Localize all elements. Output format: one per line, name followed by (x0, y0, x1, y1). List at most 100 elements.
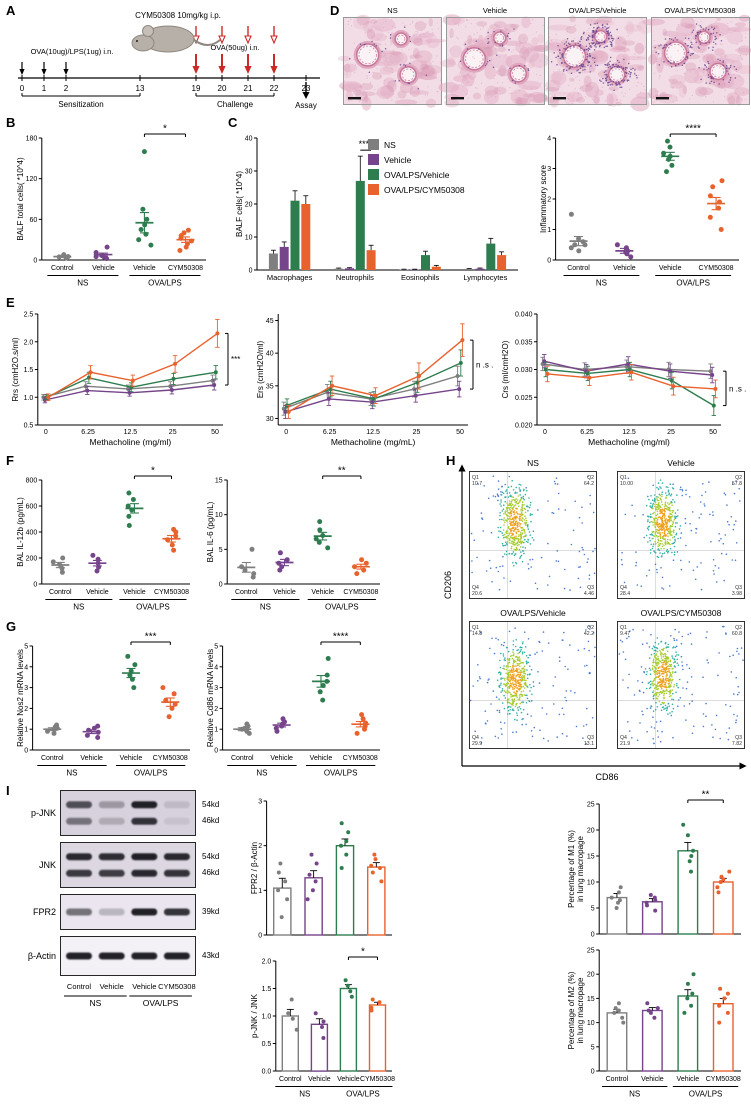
blot-family-line (129, 995, 192, 997)
svg-text:Inflammatory score: Inflammatory score (539, 164, 548, 233)
cd206-axis-label: CD206 (443, 571, 453, 600)
mouse-icon (131, 25, 221, 53)
svg-text:OVA/LPS: OVA/LPS (689, 1090, 723, 1099)
svg-text:9.47: 9.47 (620, 631, 630, 637)
svg-text:15: 15 (215, 478, 223, 485)
panel-b-label: B (6, 115, 16, 130)
svg-text:57.8: 57.8 (732, 481, 742, 487)
svg-text:50: 50 (709, 429, 717, 436)
flow-plot-title: Vehicle (667, 458, 695, 468)
svg-text:Q2: Q2 (587, 625, 594, 631)
svg-text:2: 2 (24, 706, 28, 713)
flow-plot: Q1 10.7 Q2 64.2 Q3 4.46 Q4 20.6 (469, 471, 597, 599)
svg-text:7.82: 7.82 (732, 741, 742, 747)
svg-text:OVA/LPS: OVA/LPS (134, 769, 168, 778)
svg-text:Percentage of M1 (%): Percentage of M1 (%) (567, 830, 576, 908)
svg-text:45: 45 (266, 318, 274, 325)
svg-text:CYM50308: CYM50308 (699, 265, 734, 272)
svg-text:NS: NS (260, 603, 271, 612)
svg-text:BALF cells( *10^4): BALF cells( *10^4) (235, 171, 244, 237)
svg-text:0.5: 0.5 (24, 423, 34, 430)
svg-text:1: 1 (42, 84, 47, 93)
svg-text:OVA/LPS: OVA/LPS (676, 279, 710, 288)
svg-text:***: *** (145, 632, 157, 643)
svg-text:6.25: 6.25 (81, 429, 95, 436)
blot-kd-label: 39kd (202, 907, 220, 916)
svg-text:Q1: Q1 (620, 625, 627, 631)
panel-c-label: C (228, 115, 238, 130)
flow-axes (458, 464, 747, 770)
svg-text:***: *** (231, 355, 240, 364)
svg-text:3: 3 (547, 166, 551, 173)
svg-text:OVA/LPS: OVA/LPS (346, 1090, 380, 1099)
svg-text:Percentage of M2 (%): Percentage of M2 (%) (567, 971, 576, 1049)
svg-text:OVA(50ug) i.n.: OVA(50ug) i.n. (210, 43, 259, 52)
histology-image (337, 14, 447, 111)
svg-text:Sensitization: Sensitization (58, 100, 103, 109)
svg-text:60.8: 60.8 (732, 631, 742, 637)
svg-text:14.8: 14.8 (472, 631, 482, 637)
svg-text:****: **** (685, 124, 701, 135)
svg-text:Methacholine (mg/mL): Methacholine (mg/mL) (331, 437, 416, 447)
inflammatory-score-chart: 0 1 2 3 4 Inflammatory score **** Control Vehicl… (535, 122, 745, 294)
svg-text:Control: Control (279, 1076, 302, 1083)
svg-text:10: 10 (245, 235, 253, 242)
svg-text:22: 22 (270, 84, 279, 93)
svg-text:NS: NS (73, 603, 84, 612)
svg-text:0.0: 0.0 (262, 1069, 272, 1076)
svg-text:0.035: 0.035 (515, 339, 533, 346)
legend-label: NS (384, 139, 396, 150)
svg-text:28.4: 28.4 (620, 591, 630, 597)
svg-text:0.030: 0.030 (515, 367, 533, 374)
svg-text:Q1: Q1 (620, 475, 627, 481)
blot-lane-label: CYM50308 (158, 982, 196, 991)
svg-text:NS: NS (256, 769, 267, 778)
svg-text:13: 13 (136, 84, 145, 93)
svg-text:BAL IL-6 (pg/mL): BAL IL-6 (pg/mL) (206, 501, 215, 562)
legend-item: Vehicle (368, 154, 478, 165)
blot-family-label: OVA/LPS (142, 998, 179, 1008)
svg-text:4: 4 (547, 136, 551, 143)
svg-text:CYM50308 10mg/kg i.p.: CYM50308 10mg/kg i.p. (135, 11, 221, 20)
svg-text:1: 1 (24, 727, 28, 734)
svg-text:Q2: Q2 (735, 475, 742, 481)
cd86-axis-label: CD86 (595, 772, 619, 782)
svg-text:Control: Control (41, 755, 64, 762)
blot-lane-label: Control (66, 982, 92, 991)
flow-plot: Q1 14.8 Q2 42.2 Q3 13.1 Q4 29.9 (469, 621, 597, 749)
svg-text:0: 0 (33, 582, 37, 589)
svg-text:****: **** (333, 632, 349, 643)
svg-text:25: 25 (667, 429, 675, 436)
crs-line-chart: 0.020 0.025 0.030 0.035 0.040 Crs (ml/cmH2O) 0… (500, 306, 748, 452)
svg-text:40: 40 (245, 136, 253, 143)
histology-title: NS (387, 6, 398, 15)
svg-text:1: 1 (214, 727, 218, 734)
svg-text:CYM50308: CYM50308 (154, 589, 189, 596)
svg-text:Vehicle: Vehicle (123, 589, 146, 596)
experiment-timeline-diagram: 012131920212223CYM50308 10mg/kg i.p.OVA(… (10, 6, 328, 112)
balf-cell-types-bar-chart: 0 10 20 30 40 BALF cells( *10^4) Macrophages Ne… (232, 122, 522, 294)
svg-text:2.0: 2.0 (262, 959, 272, 966)
svg-text:2.0: 2.0 (24, 339, 34, 346)
flow-plot-title: OVA/LPS/CYM50308 (640, 608, 722, 618)
svg-text:29.9: 29.9 (472, 741, 482, 747)
svg-text:CYM50308: CYM50308 (343, 589, 378, 596)
svg-text:6.25: 6.25 (323, 429, 337, 436)
blot-strip (60, 842, 196, 888)
svg-text:180: 180 (26, 136, 38, 143)
svg-text:Eosinophils: Eosinophils (401, 273, 440, 282)
svg-text:Methacholine (mg/ml): Methacholine (mg/ml) (90, 437, 172, 447)
legend-swatch (368, 184, 379, 195)
svg-text:50: 50 (211, 429, 219, 436)
fpr2-actin-chart: 0 1 2 3 FPR2 / β-Actin (246, 793, 398, 941)
svg-text:400: 400 (26, 530, 38, 537)
svg-text:1.0: 1.0 (262, 1014, 272, 1021)
svg-text:10.7: 10.7 (472, 481, 482, 487)
blot-strip (60, 894, 196, 930)
svg-text:Vehicle: Vehicle (641, 1076, 664, 1083)
histology-title: OVA/LPS/CYM50308 (664, 6, 736, 15)
svg-text:0: 0 (284, 429, 288, 436)
svg-text:NS: NS (629, 1090, 640, 1099)
blot-strip (60, 790, 196, 836)
svg-text:BALF total cells( *10^4): BALF total cells( *10^4) (16, 157, 25, 241)
